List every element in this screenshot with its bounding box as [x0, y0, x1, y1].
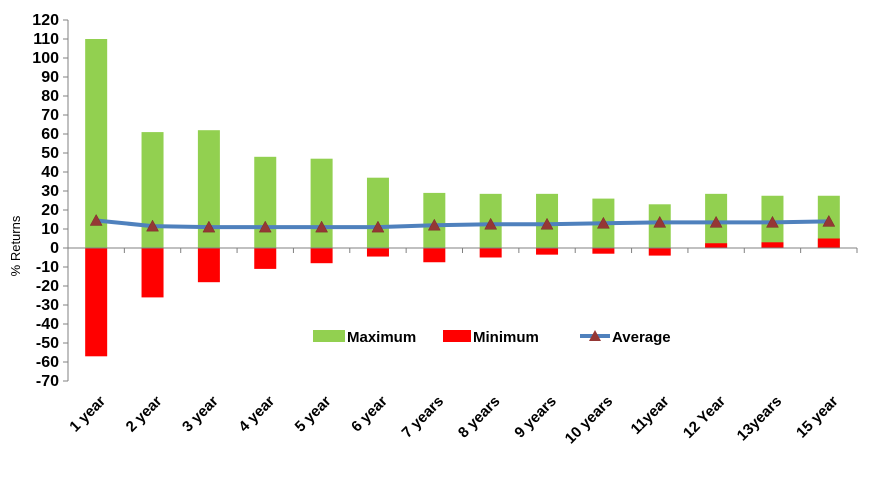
average-marker — [484, 217, 498, 230]
minimum-bar — [817, 238, 840, 248]
y-tick-label: 0 — [50, 240, 59, 257]
average-marker — [766, 215, 779, 228]
average-marker — [540, 217, 554, 230]
y-tick-label: 60 — [41, 126, 59, 143]
y-tick-label: 80 — [41, 88, 59, 105]
legend-maximum-label: Maximum — [347, 329, 416, 346]
x-tick-label: 7 years — [399, 393, 448, 442]
x-tick-label: 2 year — [123, 393, 166, 436]
minimum-bar — [592, 248, 615, 254]
y-tick-label: -40 — [36, 316, 59, 333]
maximum-bar — [366, 177, 389, 248]
x-tick-label: 13years — [734, 393, 786, 445]
minimum-bar — [254, 248, 277, 269]
average-line — [95, 218, 829, 230]
average-marker — [371, 220, 385, 233]
y-tick-label: 100 — [32, 50, 59, 67]
x-tick-label: 5 year — [292, 393, 335, 436]
y-tick-label: 90 — [41, 69, 59, 86]
average-marker — [653, 215, 667, 228]
x-tick-label: 3 year — [179, 393, 222, 436]
minimum-bar — [761, 242, 784, 248]
y-tick-label: 120 — [32, 12, 59, 29]
x-tick-label: 9 years — [511, 393, 560, 442]
y-tick-label: -20 — [36, 278, 59, 295]
y-tick-label: -60 — [36, 354, 59, 371]
average-marker — [202, 220, 216, 233]
average-marker — [258, 220, 272, 233]
y-tick-label: 110 — [33, 31, 59, 48]
maximum-bar — [254, 156, 277, 248]
minimum-bar — [85, 248, 108, 357]
x-tick-label: 10 years — [562, 393, 616, 447]
average-marker — [146, 219, 159, 232]
minimum-bar — [366, 248, 389, 257]
minimum-bar — [705, 243, 728, 248]
y-tick-label: 20 — [41, 202, 59, 219]
y-tick-label: 10 — [41, 221, 59, 238]
x-tick-label: 1 year — [66, 393, 109, 436]
legend: Maximum Minimum Average — [313, 329, 671, 346]
average-marker — [596, 216, 610, 229]
maximum-bar — [141, 132, 164, 248]
average-marker — [315, 220, 329, 233]
x-tick-label: 15 year — [793, 393, 842, 442]
legend-minimum-label: Minimum — [473, 329, 539, 346]
minimum-bar — [423, 248, 446, 263]
y-tick-label: -70 — [36, 373, 59, 390]
x-tick-label: 8 years — [455, 393, 504, 442]
minimum-bar — [310, 248, 333, 264]
y-tick-label: -10 — [36, 259, 59, 276]
x-tick-label: 12 Year — [680, 393, 729, 442]
maximum-bar — [197, 130, 220, 248]
x-tick-label: 6 year — [348, 393, 391, 436]
y-tick-label: 70 — [41, 107, 59, 124]
y-tick-label: 40 — [41, 164, 59, 181]
average-marker — [89, 213, 103, 226]
y-axis-label: % Returns — [8, 215, 23, 276]
minimum-bar — [479, 248, 502, 258]
minimum-bar — [197, 248, 220, 283]
legend-minimum-swatch — [443, 330, 471, 342]
legend-average-marker — [589, 330, 601, 341]
y-tick-label: 50 — [41, 145, 59, 162]
legend-maximum-swatch — [313, 330, 345, 342]
x-tick-label: 11year — [628, 393, 673, 438]
y-tick-label: -50 — [36, 335, 59, 352]
legend-average-label: Average — [612, 329, 671, 346]
minimum-bar — [536, 248, 559, 255]
minimum-bar — [648, 248, 671, 256]
maximum-bar — [85, 39, 108, 248]
x-tick-label: 4 year — [235, 393, 278, 436]
plot-area: 1201101009080706050403020100-10-20-30-40… — [32, 12, 858, 447]
y-tick-label: -30 — [36, 297, 59, 314]
y-tick-label: 30 — [41, 183, 59, 200]
minimum-bar — [141, 248, 164, 298]
average-marker — [709, 215, 723, 228]
average-marker — [822, 214, 836, 227]
maximum-bar — [310, 158, 333, 248]
average-marker — [427, 218, 441, 231]
